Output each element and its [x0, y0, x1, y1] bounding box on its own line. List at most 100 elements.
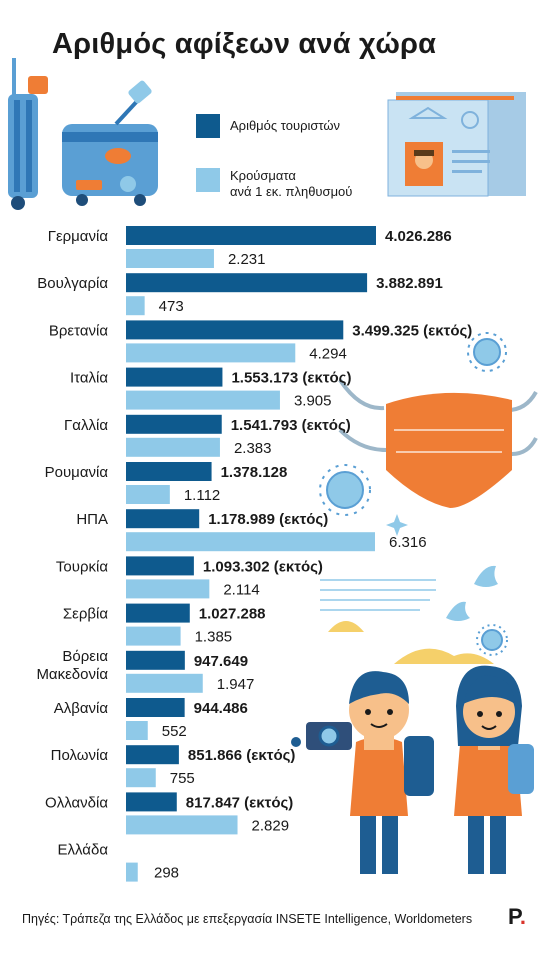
tourists-value-label: 944.486: [194, 700, 248, 717]
face-mask-illustration: [338, 378, 538, 508]
cases-bar: [126, 296, 145, 316]
tourists-bar: [126, 698, 185, 717]
tourists-value-label: 4.026.286: [385, 228, 452, 245]
virus-icon-1: [467, 332, 507, 372]
cases-bar: [126, 579, 210, 599]
bird-icon-1: [474, 565, 498, 587]
tourists-bar: [126, 320, 344, 340]
cases-value-label: 2.829: [252, 817, 290, 834]
category-label: Σερβία: [63, 606, 108, 623]
tourists-value-label: 3.499.325 (εκτός): [352, 322, 472, 339]
cases-value-label: 3.905: [294, 393, 332, 410]
tourists-bar: [126, 273, 368, 293]
legend-label-tourists: Αριθμός τουριστών: [230, 118, 340, 133]
category-label: Ελλάδα: [58, 842, 109, 859]
legend-item-cases: Κρούσματα ανά 1 εκ. πληθυσμού: [196, 168, 352, 200]
legend-label-cases-line2: ανά 1 εκ. πληθυσμού: [230, 184, 353, 199]
tourists-value-label: 1.541.793 (εκτός): [231, 417, 351, 434]
tourists-value-label: 947.649: [194, 653, 248, 670]
tourists-bar: [126, 603, 190, 623]
category-label: Γαλλία: [64, 417, 108, 434]
category-label: Βρετανία: [49, 322, 108, 339]
cases-value-label: 4.294: [309, 345, 347, 362]
legend-label-cases-line1: Κρούσματα: [230, 168, 296, 183]
category-label: Ολλανδία: [45, 794, 108, 811]
brand-logo: P.: [508, 904, 526, 930]
virus-icons: [319, 332, 508, 656]
category-label: Τουρκία: [56, 558, 108, 575]
brand-letter: P: [508, 904, 520, 929]
birds-and-lines: [320, 565, 498, 664]
girl-figure: [454, 665, 534, 874]
category-label: Βουλγαρία: [37, 275, 108, 292]
category-label: Πολωνία: [51, 747, 109, 764]
cases-value-label: 552: [162, 723, 187, 740]
cases-bar: [126, 673, 203, 693]
cases-value-label: 298: [154, 865, 179, 882]
tourists-bar: [126, 650, 185, 670]
cases-value-label: 2.383: [234, 440, 272, 457]
category-label: ΗΠΑ: [76, 511, 108, 528]
cases-bar: [126, 343, 296, 363]
cases-bar: [126, 437, 220, 457]
legend-swatch-cases: [196, 168, 220, 192]
cases-bar: [126, 768, 156, 788]
tourists-value-label: 1.553.173 (εκτός): [231, 370, 351, 387]
brand-dot: .: [519, 904, 526, 929]
tourists-value-label: 817.847 (εκτός): [186, 794, 294, 811]
tourists-bar: [126, 556, 194, 576]
legend-swatch-tourists: [196, 114, 220, 138]
tourists-value-label: 1.027.288: [199, 606, 266, 623]
tourists-value-label: 1.178.989 (εκτός): [208, 511, 328, 528]
cases-bar: [126, 390, 280, 410]
tourists-bar: [126, 509, 200, 529]
cases-value-label: 1.947: [217, 676, 255, 693]
cloud-shape-2: [394, 648, 494, 664]
cases-value-label: 755: [170, 770, 195, 787]
category-label: Ιταλία: [70, 370, 108, 387]
cases-value-label: 1.112: [184, 487, 220, 504]
category-label: Αλβανία: [54, 700, 109, 717]
virus-icon-2: [319, 464, 371, 516]
cases-bar: [126, 249, 214, 268]
tourists-bar: [126, 414, 222, 434]
legend-label-cases: Κρούσματα ανά 1 εκ. πληθυσμού: [230, 168, 352, 200]
tourists-bar: [126, 367, 223, 387]
cases-bar: [126, 626, 181, 646]
legend-item-tourists: Αριθμός τουριστών: [196, 114, 340, 138]
tourists-bar: [126, 462, 212, 481]
passport-illustration: [387, 92, 526, 197]
category-label: Βόρεια Μακεδονία: [36, 648, 108, 683]
tourists-value-label: 851.866 (εκτός): [188, 747, 296, 764]
cases-bar: [126, 815, 238, 835]
cases-value-label: 2.231: [228, 251, 266, 268]
cloud-shape-1: [328, 621, 364, 632]
cases-bar: [126, 532, 375, 552]
cases-bar: [126, 862, 138, 882]
tourists-bar: [126, 792, 177, 812]
category-label: Γερμανία: [48, 228, 109, 245]
source-note: Πηγές: Τράπεζα της Ελλάδος με επεξεργασί…: [22, 912, 473, 926]
category-label: Ρουμανία: [45, 464, 109, 481]
tourists-illustration: [291, 665, 534, 874]
boy-figure: [291, 671, 434, 874]
tourists-value-label: 1.093.302 (εκτός): [203, 558, 323, 575]
chart-title: Αριθμός αφίξεων ανά χώρα: [52, 28, 437, 60]
tourists-value-label: 1.378.128: [221, 464, 288, 481]
bird-icon-2: [446, 601, 470, 621]
sparkle-icon: [386, 514, 408, 536]
tourists-value-label: 3.882.891: [376, 275, 443, 292]
cases-bar: [126, 485, 170, 504]
category-labels: Γερμανία Βουλγαρία Βρετανία Ιταλία Γαλλία Ρου…: [36, 228, 108, 859]
tourists-bar: [126, 226, 376, 245]
suitcases-illustration: [8, 58, 158, 210]
cases-value-label: 473: [159, 298, 184, 315]
cases-bar: [126, 721, 148, 740]
value-labels: 4.026.286 2.231 3.882.891 473 3.499.325 (εκτ…: [154, 228, 472, 882]
bars: [126, 226, 376, 882]
cases-value-label: 2.114: [223, 581, 259, 598]
tourists-bar: [126, 745, 179, 765]
virus-icon-3: [476, 624, 508, 656]
cases-value-label: 1.385: [195, 629, 233, 646]
